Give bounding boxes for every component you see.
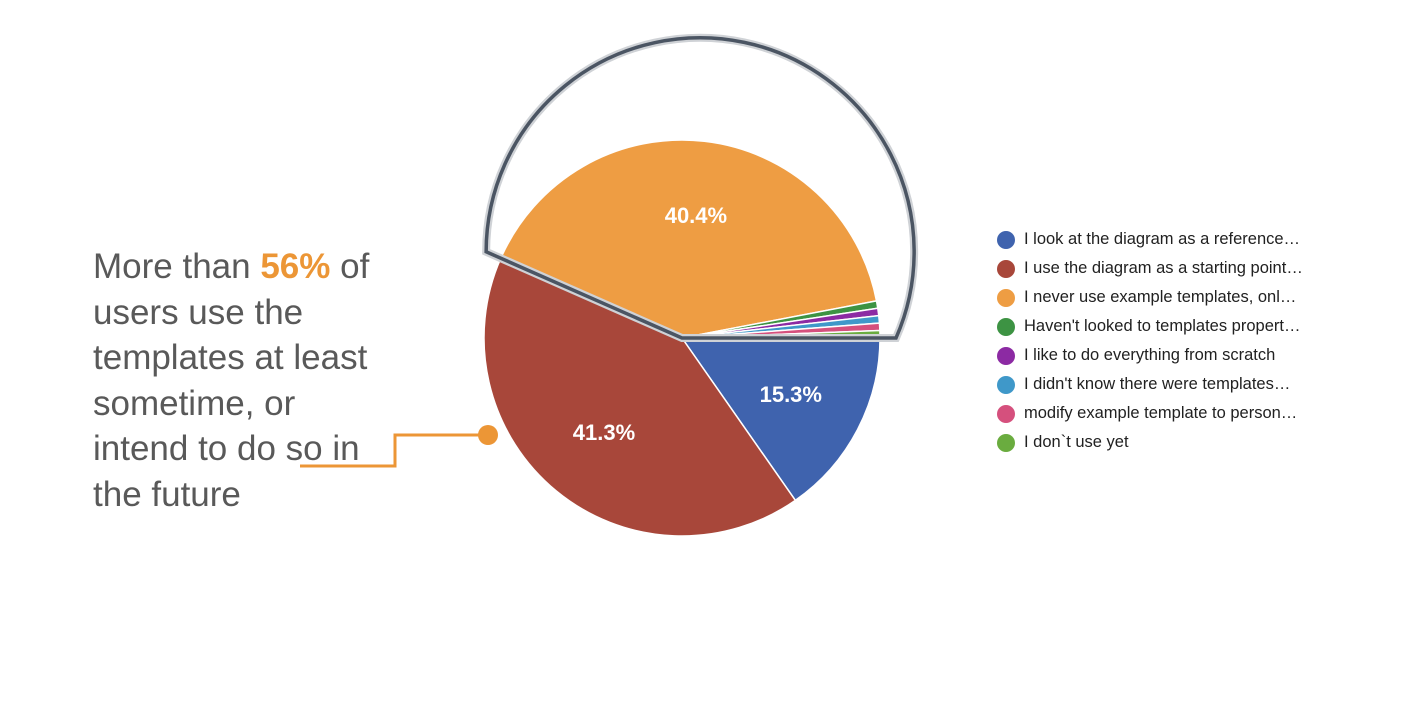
highlight-outline <box>484 36 916 340</box>
chart-legend: I look at the diagram as a reference… I u… <box>997 225 1303 457</box>
legend-item: I look at the diagram as a reference… <box>997 225 1303 254</box>
legend-label: modify example template to person… <box>1024 404 1298 422</box>
legend-swatch <box>997 375 1015 394</box>
legend-swatch <box>997 230 1015 249</box>
legend-swatch <box>997 317 1015 336</box>
legend-item: Haven't looked to templates propert… <box>997 312 1303 341</box>
callout-line-5: intend to do so in <box>93 429 360 468</box>
legend-swatch <box>997 433 1015 452</box>
legend-swatch <box>997 259 1015 278</box>
callout-line-4: sometime, or <box>93 383 296 423</box>
callout-connector-dot <box>478 425 498 445</box>
callout-line-6: the future <box>93 474 241 514</box>
legend-label: I didn't know there were templates… <box>1024 375 1291 393</box>
legend-label: I like to do everything from scratch <box>1024 346 1276 364</box>
pie-slice-2 <box>483 257 797 537</box>
slice-label-3: 40.4% <box>665 203 727 228</box>
callout-line-2: users use the <box>93 292 304 332</box>
legend-label: I use the diagram as a starting point… <box>1024 259 1303 277</box>
callout-text: More than 56% of users use the templates… <box>93 244 423 517</box>
pie-slice-3 <box>499 139 878 339</box>
legend-item: I use the diagram as a starting point… <box>997 254 1303 283</box>
slice-label-1: 15.3% <box>760 382 822 407</box>
legend-label: I don`t use yet <box>1024 433 1129 451</box>
callout-underlined-text: so in <box>285 429 360 468</box>
callout-line-1: More than 56% of <box>93 247 370 286</box>
legend-item: I didn't know there were templates… <box>997 370 1303 399</box>
legend-item: modify example template to person… <box>997 399 1303 428</box>
callout-highlight: 56% <box>260 247 331 286</box>
pie-slice-1 <box>680 337 881 502</box>
slice-label-2: 41.3% <box>573 420 635 445</box>
legend-item: I don`t use yet <box>997 428 1303 457</box>
legend-item: I never use example templates, onl… <box>997 283 1303 312</box>
callout-line-3: templates at least <box>93 338 368 377</box>
legend-label: I look at the diagram as a reference… <box>1024 230 1301 248</box>
legend-label: Haven't looked to templates propert… <box>1024 317 1301 335</box>
legend-label: I never use example templates, onl… <box>1024 288 1297 306</box>
callout-connector <box>300 433 488 468</box>
legend-swatch <box>997 346 1015 365</box>
legend-swatch <box>997 404 1015 423</box>
legend-swatch <box>997 288 1015 307</box>
legend-item: I like to do everything from scratch <box>997 341 1303 370</box>
